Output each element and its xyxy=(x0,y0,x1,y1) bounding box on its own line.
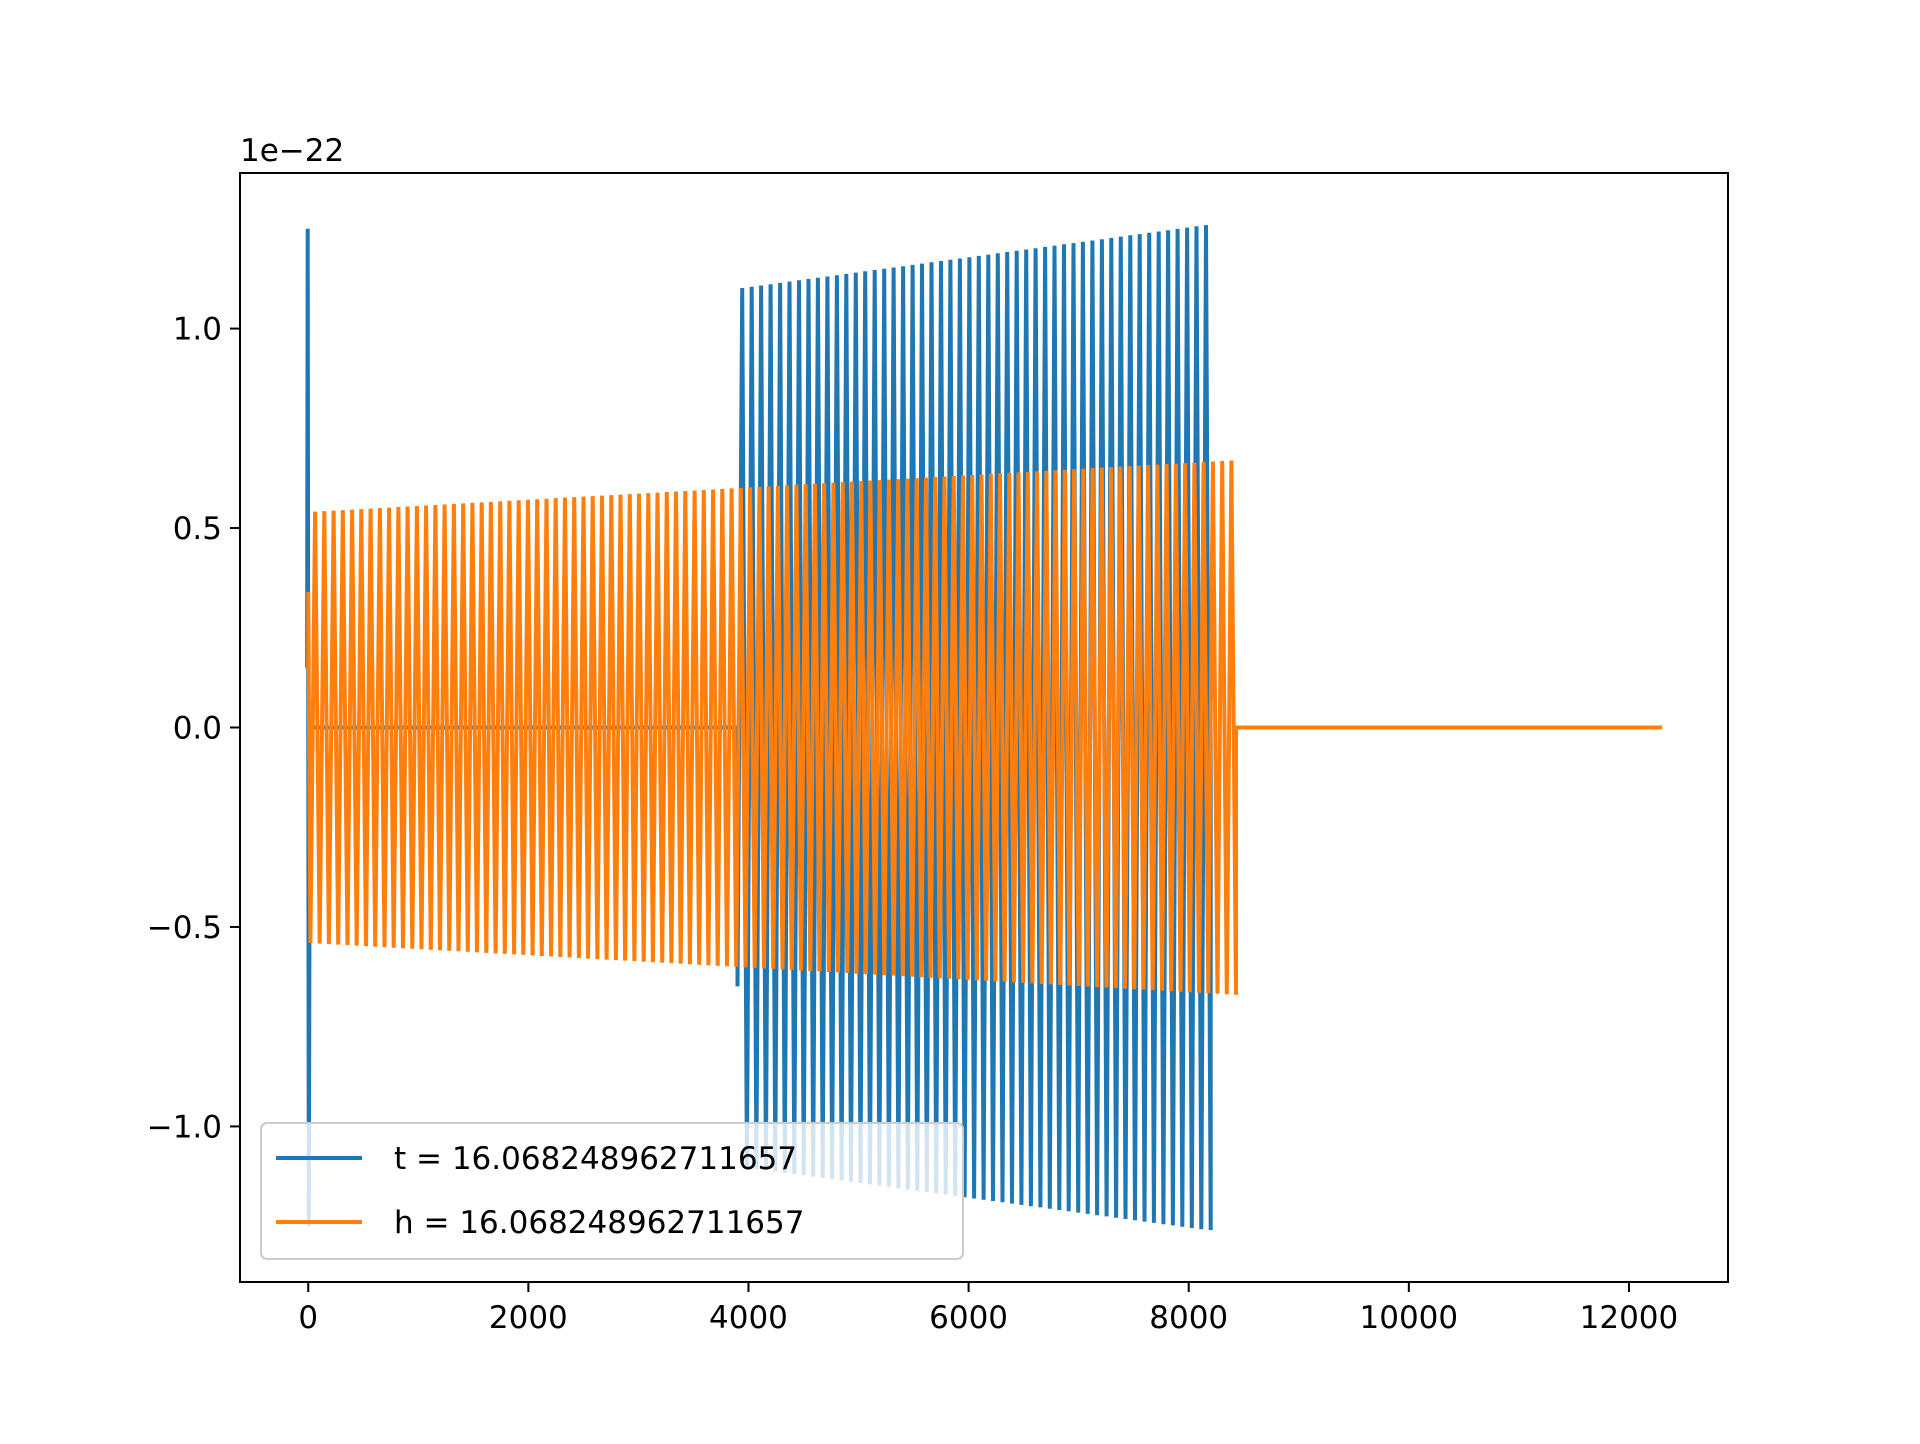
x-axis: 0 2000 4000 6000 8000 10000 12000 xyxy=(298,1282,1678,1336)
plot-lines xyxy=(305,225,1662,1231)
x-tick-label: 12000 xyxy=(1580,1300,1679,1336)
legend-label-h: h = 16.068248962711657 xyxy=(394,1205,804,1241)
y-tick-label: 0.5 xyxy=(173,511,222,547)
legend-label-t: t = 16.068248962711657 xyxy=(394,1141,797,1177)
series-line-h xyxy=(306,460,1662,995)
y-axis: −1.0 −0.5 0.0 0.5 1.0 xyxy=(147,312,240,1145)
x-tick-label: 10000 xyxy=(1360,1300,1459,1336)
x-tick-label: 2000 xyxy=(489,1300,568,1336)
y-tick-label: −1.0 xyxy=(147,1109,222,1145)
legend-box xyxy=(260,1122,964,1260)
x-tick-label: 6000 xyxy=(929,1300,1008,1336)
y-offset-text: 1e−22 xyxy=(240,133,344,169)
x-tick-label: 8000 xyxy=(1149,1300,1228,1336)
x-tick-label: 0 xyxy=(298,1300,318,1336)
y-tick-label: 0.0 xyxy=(173,711,222,747)
y-tick-label: −0.5 xyxy=(147,910,222,946)
legend: t = 16.068248962711657 h = 16.0682489627… xyxy=(260,1122,964,1260)
x-tick-label: 4000 xyxy=(709,1300,788,1336)
y-tick-label: 1.0 xyxy=(173,312,222,348)
